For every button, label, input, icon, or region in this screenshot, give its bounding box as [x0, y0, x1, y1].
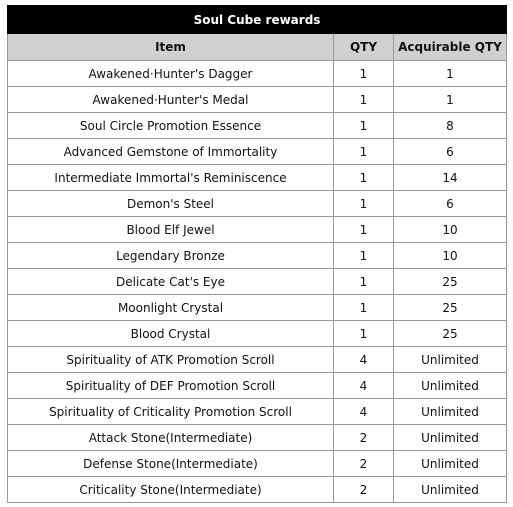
table-row: Spirituality of ATK Promotion Scroll 4 Unl…: [7, 346, 507, 373]
table-cell: Advanced Gemstone of Immortality: [7, 138, 334, 165]
table-cell: Delicate Cat's Eye: [7, 268, 334, 295]
table-cell: 1: [333, 242, 394, 269]
table-cell: Blood Elf Jewel: [7, 216, 334, 243]
table-cell: 14: [393, 164, 507, 191]
table-row: Spirituality of Criticality Promotion Sc…: [7, 398, 507, 425]
table-cell: 6: [393, 190, 507, 217]
table-cell: Intermediate Immortal's Reminiscence: [7, 164, 334, 191]
table-cell: Blood Crystal: [7, 320, 334, 347]
table-row: Awakened·Hunter's Medal 1 1: [7, 86, 507, 113]
table-cell: 1: [393, 60, 507, 87]
table-cell: 1: [333, 86, 394, 113]
column-header: Item: [7, 33, 334, 61]
table-cell: Attack Stone(Intermediate): [7, 424, 334, 451]
table-cell: 1: [333, 112, 394, 139]
table-cell: 1: [333, 294, 394, 321]
table-cell: Unlimited: [393, 398, 507, 425]
table-row: Attack Stone(Intermediate) 2 Unlimited: [7, 424, 507, 451]
table-cell: 1: [333, 164, 394, 191]
table-row: Spirituality of DEF Promotion Scroll 4 Unl…: [7, 372, 507, 399]
table-row: Blood Elf Jewel 1 10: [7, 216, 507, 243]
table-cell: 4: [333, 346, 394, 373]
table-cell: Spirituality of Criticality Promotion Sc…: [7, 398, 334, 425]
table-row: Blood Crystal 1 25: [7, 320, 507, 347]
table-cell: 1: [393, 86, 507, 113]
table-cell: Unlimited: [393, 450, 507, 477]
table-cell: Spirituality of ATK Promotion Scroll: [7, 346, 334, 373]
table-row: Demon's Steel 1 6: [7, 190, 507, 217]
rewards-table: Soul Cube rewards Item QTY Acquirable QTY …: [7, 5, 507, 503]
table-cell: 1: [333, 138, 394, 165]
table-row: Delicate Cat's Eye 1 25: [7, 268, 507, 295]
table-cell: 25: [393, 320, 507, 347]
table-cell: 4: [333, 372, 394, 399]
table-cell: Spirituality of DEF Promotion Scroll: [7, 372, 334, 399]
table-cell: 4: [333, 398, 394, 425]
table-cell: 1: [333, 190, 394, 217]
table-cell: 8: [393, 112, 507, 139]
table-cell: Demon's Steel: [7, 190, 334, 217]
table-row: Awakened·Hunter's Dagger 1 1: [7, 60, 507, 87]
table-cell: 6: [393, 138, 507, 165]
table-cell: 2: [333, 450, 394, 477]
table-row: Legendary Bronze 1 10: [7, 242, 507, 269]
table-cell: 25: [393, 294, 507, 321]
table-row: Advanced Gemstone of Immortality 1 6: [7, 138, 507, 165]
table-cell: 2: [333, 424, 394, 451]
header-row: Item QTY Acquirable QTY: [7, 33, 507, 61]
table-row: Soul Circle Promotion Essence 1 8: [7, 112, 507, 139]
table-row: Intermediate Immortal's Reminiscence 1 14: [7, 164, 507, 191]
table-cell: Unlimited: [393, 424, 507, 451]
table-row: Defense Stone(Intermediate) 2 Unlimited: [7, 450, 507, 477]
table-cell: 2: [333, 476, 394, 503]
table-cell: 10: [393, 242, 507, 269]
column-header: QTY: [333, 33, 394, 61]
table-cell: 1: [333, 60, 394, 87]
table-cell: Awakened·Hunter's Medal: [7, 86, 334, 113]
table-title: Soul Cube rewards: [7, 5, 507, 34]
table-cell: Moonlight Crystal: [7, 294, 334, 321]
table-cell: 1: [333, 268, 394, 295]
table-cell: 1: [333, 320, 394, 347]
table-cell: Unlimited: [393, 346, 507, 373]
table-cell: Defense Stone(Intermediate): [7, 450, 334, 477]
table-row: Moonlight Crystal 1 25: [7, 294, 507, 321]
table-cell: Unlimited: [393, 372, 507, 399]
table-row: Criticality Stone(Intermediate) 2 Unlimite…: [7, 476, 507, 503]
table-cell: Awakened·Hunter's Dagger: [7, 60, 334, 87]
table-cell: 1: [333, 216, 394, 243]
table-cell: 10: [393, 216, 507, 243]
table-cell: Criticality Stone(Intermediate): [7, 476, 334, 503]
column-header: Acquirable QTY: [393, 33, 507, 61]
table-cell: Soul Circle Promotion Essence: [7, 112, 334, 139]
table-cell: Unlimited: [393, 476, 507, 503]
table-cell: 25: [393, 268, 507, 295]
table-cell: Legendary Bronze: [7, 242, 334, 269]
